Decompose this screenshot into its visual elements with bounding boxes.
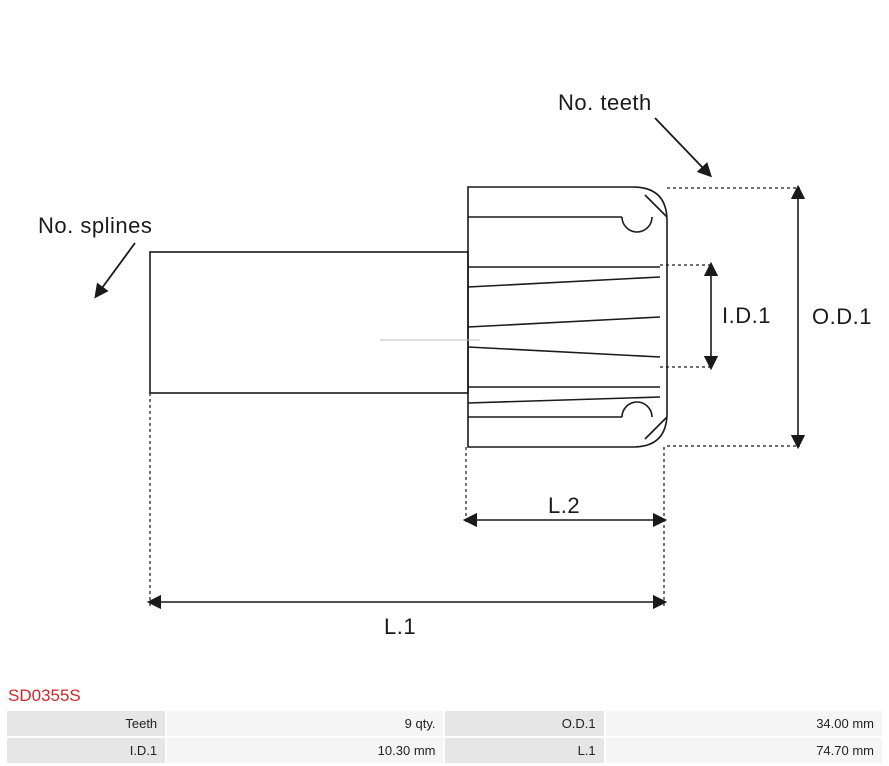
gear-head [468,187,667,447]
extension-lines [150,188,800,607]
label-no-teeth: No. teeth [558,90,652,116]
cell-label-od1: O.D.1 [444,710,604,737]
shaft-outline [150,252,468,393]
diagram-area: No. teeth No. splines O.D.1 I.D.1 L.2 L.… [0,0,889,680]
label-l1: L.1 [384,614,416,640]
technical-drawing [0,0,889,680]
cell-value-teeth: 9 qty. [166,710,444,737]
label-id1: I.D.1 [722,303,771,329]
spec-table: Teeth 9 qty. O.D.1 34.00 mm I.D.1 10.30 … [6,710,883,764]
cell-label-teeth: Teeth [6,710,166,737]
cell-value-id1: 10.30 mm [166,737,444,764]
callout-arrows [102,118,703,288]
label-l2: L.2 [548,493,580,519]
table-row: Teeth 9 qty. O.D.1 34.00 mm [6,710,883,737]
table-row: I.D.1 10.30 mm L.1 74.70 mm [6,737,883,764]
cell-value-l1: 74.70 mm [605,737,883,764]
cell-label-l1: L.1 [444,737,604,764]
label-od1: O.D.1 [812,304,872,330]
part-id: SD0355S [8,686,81,706]
dimension-arrows [154,192,798,602]
cell-value-od1: 34.00 mm [605,710,883,737]
label-no-splines: No. splines [38,213,152,239]
cell-label-id1: I.D.1 [6,737,166,764]
